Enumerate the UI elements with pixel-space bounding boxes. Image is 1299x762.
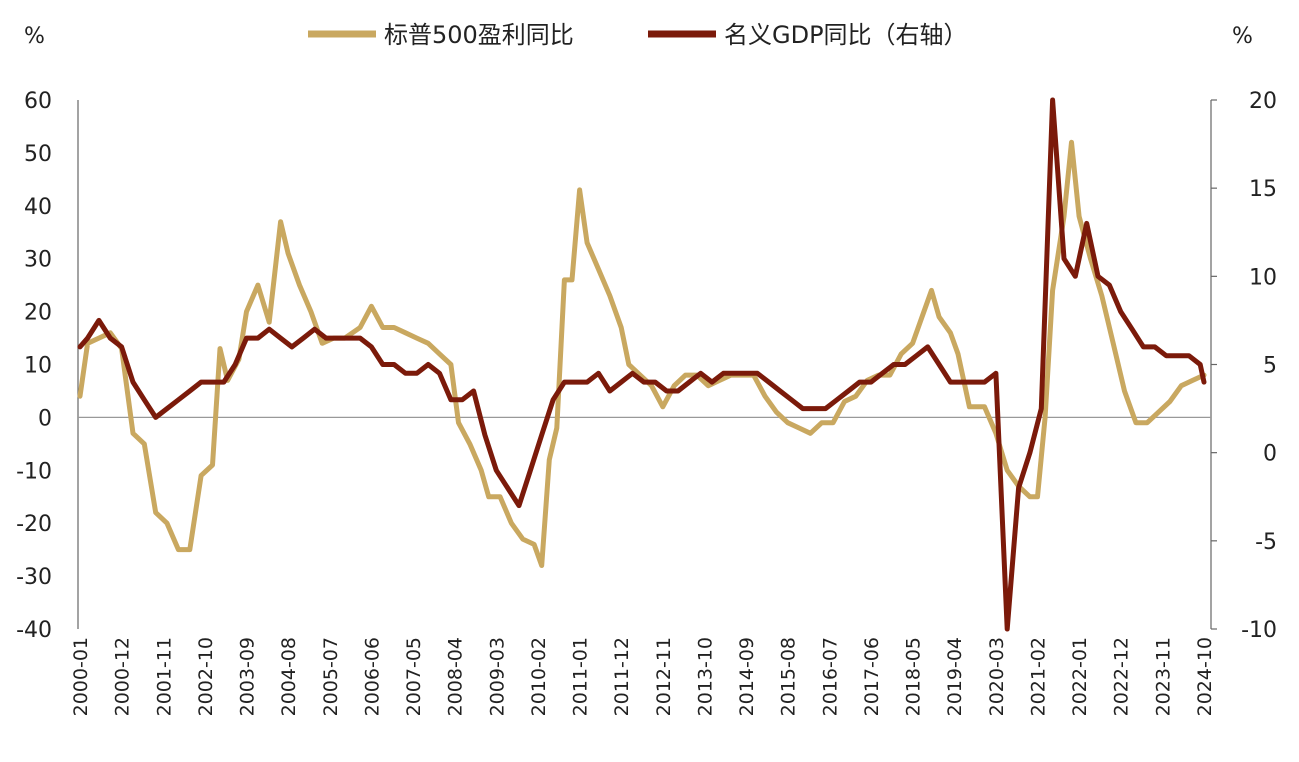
right-tick-label: -10 — [1241, 618, 1277, 643]
x-tick-label: 2015-08 — [778, 637, 800, 716]
legend-label-gdp: 名义GDP同比（右轴） — [724, 21, 968, 49]
x-tick-label: 2014-09 — [736, 637, 758, 716]
left-tick-label: 30 — [24, 248, 52, 273]
legend: 标普500盈利同比 名义GDP同比（右轴） — [308, 21, 968, 49]
x-tick-label: 2012-11 — [653, 637, 675, 716]
x-tick-label: 2002-10 — [195, 637, 217, 716]
x-tick-label: 2001-11 — [153, 637, 175, 716]
left-tick-label: 10 — [24, 354, 52, 379]
left-tick-label: 20 — [24, 301, 52, 326]
x-tick-label: 2021-02 — [1027, 637, 1049, 716]
x-tick-label: 2008-04 — [445, 637, 467, 716]
x-tick-label: 2017-06 — [861, 637, 883, 716]
left-tick-label: -20 — [16, 512, 52, 537]
legend-label-sp500: 标普500盈利同比 — [384, 21, 574, 49]
left-tick-label: -40 — [16, 618, 52, 643]
right-tick-label: -5 — [1255, 530, 1277, 555]
left-tick-label: 40 — [24, 195, 52, 220]
right-tick-label: 0 — [1263, 442, 1277, 467]
x-tick-label: 2011-12 — [611, 637, 633, 716]
right-tick-label: 10 — [1249, 265, 1277, 290]
series-line-nominal-gdp — [77, 97, 1207, 632]
left-tick-label: -10 — [16, 459, 52, 484]
right-axis-unit: % — [1232, 24, 1253, 49]
left-tick-label: -30 — [16, 565, 52, 590]
x-tick-label: 2009-03 — [486, 637, 508, 716]
left-axis-unit: % — [24, 24, 45, 49]
x-tick-label: 2024-10 — [1194, 637, 1216, 716]
left-tick-label: 0 — [38, 406, 52, 431]
x-tick-label: 2004-08 — [278, 637, 300, 716]
right-tick-label: 5 — [1263, 354, 1277, 379]
x-tick-label: 2010-02 — [528, 637, 550, 716]
left-tick-label: 60 — [24, 89, 52, 114]
x-tick-label: 2022-01 — [1069, 637, 1091, 716]
x-tick-label: 2019-04 — [944, 637, 966, 716]
x-tick-label: 2000-12 — [112, 637, 134, 716]
x-tick-label: 2023-11 — [1152, 637, 1174, 716]
x-tick-label: 2022-12 — [1111, 637, 1133, 716]
left-tick-label: 50 — [24, 142, 52, 167]
x-tick-label: 2016-07 — [819, 637, 841, 716]
right-tick-label: 15 — [1249, 177, 1277, 202]
series-line-sp500-earnings — [77, 139, 1207, 568]
x-tick-label: 2000-01 — [70, 637, 92, 716]
x-tick-label: 2006-06 — [361, 637, 383, 716]
right-tick-label: 20 — [1249, 89, 1277, 114]
x-tick-label: 2018-05 — [903, 637, 925, 716]
x-tick-label: 2007-05 — [403, 637, 425, 716]
x-tick-label: 2011-01 — [570, 637, 592, 716]
x-tick-label: 2020-03 — [986, 637, 1008, 716]
x-tick-label: 2005-07 — [320, 637, 342, 716]
x-tick-label: 2003-09 — [237, 637, 259, 716]
series-lines — [77, 97, 1207, 632]
x-tick-label: 2013-10 — [694, 637, 716, 716]
tick-labels: 6050403020100-10-20-30-4020151050-5-1020… — [16, 89, 1277, 716]
